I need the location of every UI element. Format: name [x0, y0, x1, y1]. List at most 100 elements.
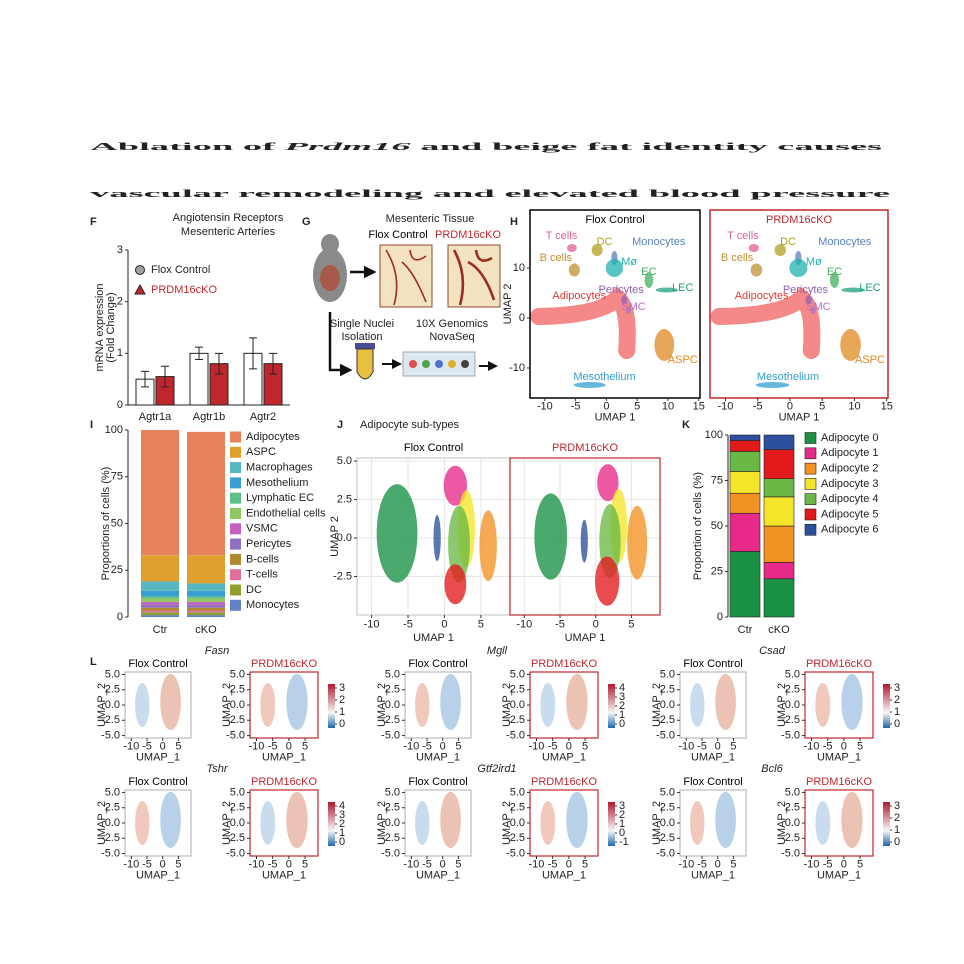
y-tick-label: -5.0: [226, 847, 245, 859]
x-tick-label: 0: [160, 859, 166, 871]
cluster-label: T cells: [546, 230, 578, 242]
x-tick-label: -10: [403, 741, 419, 753]
y-tick-label: 75: [111, 471, 123, 483]
x-tick-label: -10: [516, 619, 532, 631]
x-tick-label: 0: [286, 741, 292, 753]
colorbar-label: 0: [339, 836, 345, 848]
bar-segment: [763, 578, 795, 618]
bar-segment: [763, 449, 795, 479]
y-tick-label: 2.5: [385, 802, 400, 814]
y-tick-label: -2.5: [226, 832, 245, 844]
panel-title: Flox Control: [408, 658, 467, 670]
cluster-cloud: [841, 287, 865, 293]
x-tick-label: 0: [440, 859, 446, 871]
gene-name: Tshr: [207, 763, 229, 775]
legend-label: Pericytes: [246, 538, 292, 550]
cell-cloud: [566, 673, 588, 731]
x-tick-label: -5: [753, 401, 763, 413]
cluster-cloud: [530, 286, 636, 359]
y-tick-label: 75: [711, 474, 723, 486]
cluster-cloud: [789, 259, 808, 277]
panel-title: Flox Control: [128, 776, 187, 788]
bar-segment: [187, 598, 225, 603]
colorbar-label: 3: [894, 682, 900, 694]
y-tick-label: 100: [705, 429, 723, 441]
y-tick-label: 2: [117, 296, 123, 308]
x-axis-label: UMAP 1: [413, 632, 454, 644]
gene-name: Bcl6: [761, 763, 783, 775]
y-axis-label: UMAP_2: [651, 683, 663, 727]
cluster-label: LEC: [859, 282, 880, 294]
legend-swatch: [230, 553, 241, 565]
x-tick-label: -10: [804, 741, 820, 753]
y-axis-label: UMAP_2: [776, 801, 788, 845]
cluster-label: ASPC: [855, 354, 885, 366]
title-part: Ablation of: [90, 141, 285, 153]
y-tick-label: 0.0: [230, 817, 245, 829]
legend-swatch: [804, 493, 817, 506]
x-tick-label: 5: [302, 741, 308, 753]
x-tick-label: cKO: [768, 624, 790, 636]
legend-swatch: [804, 447, 817, 460]
bar-segment: [141, 581, 179, 591]
cluster-cloud: [750, 263, 763, 277]
subtype-cloud: [580, 519, 588, 563]
legend-label: Adipocytes: [246, 431, 300, 443]
subtype-cloud: [376, 484, 418, 583]
y-tick-label: 2.5: [105, 684, 120, 696]
y-tick-label: -5.0: [506, 847, 525, 859]
x-tick-label: -5: [422, 859, 432, 871]
colorbar-label: 0: [619, 718, 625, 730]
y-tick-label: -5.0: [781, 847, 800, 859]
x-tick-label: -5: [697, 741, 707, 753]
cell-cloud: [160, 791, 181, 849]
x-tick-label: 0: [160, 741, 166, 753]
colorbar-label: 3: [619, 691, 625, 703]
panel-title: PRDM16cKO: [531, 658, 597, 670]
colorbar-label: 0: [619, 827, 625, 839]
cell-cloud: [841, 791, 863, 849]
legend-swatch: [230, 584, 241, 596]
cluster-cloud: [605, 259, 624, 277]
legend-swatch: [230, 462, 241, 474]
legend-label: B-cells: [246, 553, 280, 565]
chip-bead: [409, 360, 417, 368]
y-tick-label: 0.0: [230, 699, 245, 711]
bar-segment: [187, 431, 225, 556]
x-tick-label: -5: [823, 859, 833, 871]
x-tick-label: -10: [529, 741, 545, 753]
x-tick-label: -10: [364, 619, 380, 631]
y-tick-label: 5.0: [230, 668, 245, 680]
bar-segment: [729, 471, 761, 494]
cluster-label: B cells: [540, 252, 573, 264]
legend-swatch: [230, 523, 241, 535]
x-tick-label: -5: [548, 859, 558, 871]
x-tick-label: 0: [441, 619, 447, 631]
cluster-label: DC: [780, 236, 796, 248]
y-tick-label: 5.0: [230, 786, 245, 798]
colorbar-label: 2: [894, 812, 900, 824]
bar-segment: [763, 434, 795, 450]
gene-name: Csad: [759, 645, 786, 657]
colorbar: [883, 802, 890, 846]
x-tick-label: -10: [403, 859, 419, 871]
subtype-cloud: [595, 556, 620, 606]
panel-title: Flox Control: [683, 658, 742, 670]
y-tick-label: 0: [117, 399, 123, 411]
chart-title: Angiotensin Receptors: [173, 212, 284, 224]
title-part: and beige fat identity causes: [411, 141, 885, 153]
y-tick-label: 2.5: [660, 684, 675, 696]
y-tick-label: -5.0: [656, 729, 675, 741]
colorbar: [608, 684, 615, 728]
legend-swatch: [230, 508, 241, 519]
bar-segment: [187, 604, 225, 608]
bar-segment: [141, 598, 179, 603]
bar-segment: [187, 607, 225, 611]
bar-segment: [187, 555, 225, 584]
x-tick-label: 5: [628, 619, 634, 631]
y-tick-label: -2.5: [381, 714, 400, 726]
y-tick-label: 5.0: [785, 668, 800, 680]
colorbar: [328, 802, 335, 846]
cluster-label: Mesothelium: [573, 371, 635, 383]
y-tick-label: -2.5: [781, 832, 800, 844]
